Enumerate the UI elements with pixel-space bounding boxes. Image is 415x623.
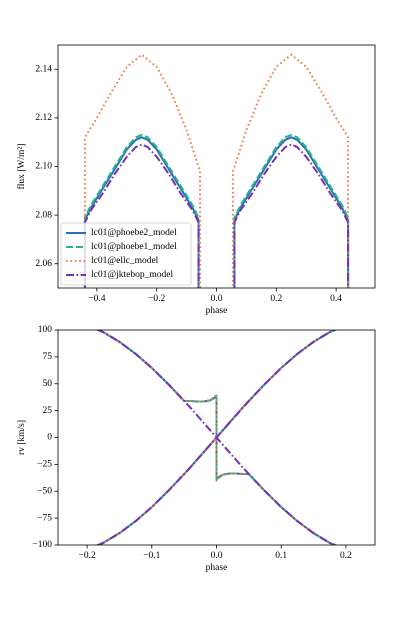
series-line [83, 53, 350, 288]
y-tick-label: 0 [47, 433, 52, 443]
legend-label: lc01@jktebop_model [91, 270, 173, 280]
y-tick-label: 25 [43, 406, 53, 416]
y-tick-label: −50 [37, 486, 52, 496]
x-tick-label: 0.0 [211, 294, 223, 304]
legend-label: lc01@phoebe2_model [91, 228, 177, 238]
x-tick-label: −0.2 [148, 294, 165, 304]
y-axis-label: rv [km/s] [17, 420, 27, 455]
x-tick-label: −0.4 [88, 294, 105, 304]
legend-label: lc01@phoebe1_model [91, 242, 177, 252]
plot-area [83, 53, 350, 288]
y-tick-label: 2.08 [35, 210, 52, 220]
y-tick-label: −25 [37, 460, 52, 470]
series-line [83, 136, 350, 288]
x-tick-label: −0.2 [78, 551, 95, 561]
y-tick-label: 100 [38, 325, 53, 335]
y-tick-label: −75 [37, 513, 52, 523]
x-axis-label: phase [206, 306, 228, 316]
legend-label: lc01@ellc_model [91, 256, 159, 266]
y-tick-label: 75 [43, 352, 53, 362]
y-tick-label: 50 [43, 379, 53, 389]
x-tick-label: 0.4 [330, 294, 342, 304]
legend-box [60, 222, 192, 286]
axes-frame [57, 329, 376, 546]
axes-frame [57, 44, 376, 289]
y-tick-label: 2.06 [35, 259, 52, 269]
series-line [83, 143, 350, 288]
x-tick-label: −0.1 [143, 551, 160, 561]
x-axis-label: phase [206, 563, 228, 573]
y-tick-label: 2.12 [35, 113, 52, 123]
y-tick-label: 2.14 [35, 64, 52, 74]
x-tick-label: 0.2 [270, 294, 282, 304]
series-line [95, 330, 338, 545]
legend: lc01@phoebe2_model lc01@phoebe1_model lc01… [60, 222, 192, 286]
x-tick-label: 0.2 [340, 551, 352, 561]
series-line [83, 133, 350, 288]
y-tick-label: −100 [32, 540, 52, 550]
plot-area [95, 330, 338, 545]
y-tick-label: 2.10 [35, 162, 52, 172]
y-axis-label: flux [W/m²] [16, 144, 27, 190]
x-tick-label: 0.1 [275, 551, 287, 561]
x-tick-label: 0.0 [211, 551, 223, 561]
